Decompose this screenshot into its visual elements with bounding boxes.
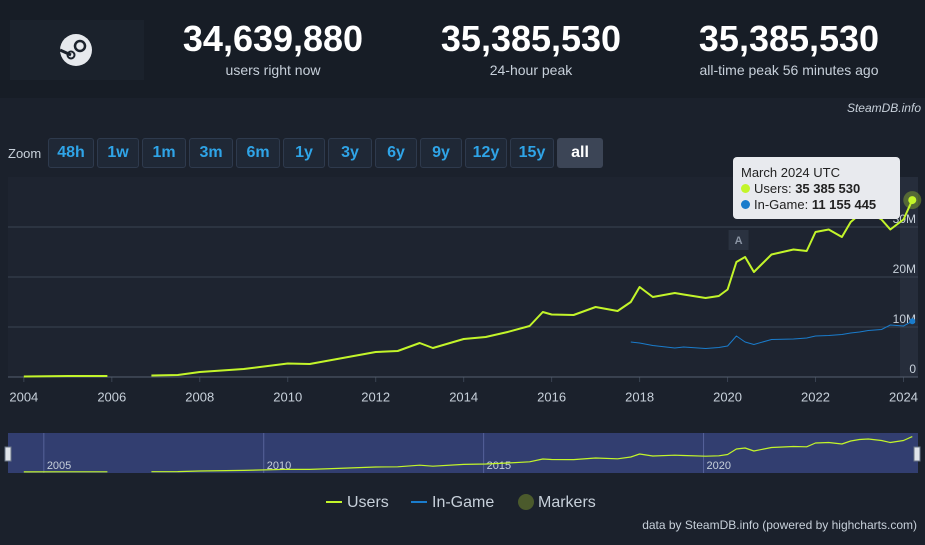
x-tick-label: 2022 (801, 389, 830, 404)
stat-value: 35,385,530 (698, 18, 880, 59)
zoom-button[interactable]: 12y (465, 138, 507, 168)
stat-now: 34,639,880 users right now (158, 18, 388, 78)
header: 34,639,880 users right now 35,385,530 24… (0, 0, 925, 98)
zoom-button[interactable]: 48h (48, 138, 94, 168)
x-tick-label: 2016 (537, 389, 566, 404)
zoom-button[interactable]: 6y (375, 138, 417, 168)
stat-label: users right now (225, 62, 321, 78)
tooltip-value: 11 155 445 (811, 197, 877, 212)
navigator-label: 2015 (487, 460, 511, 472)
x-tick-label: 2018 (625, 389, 654, 404)
navigator-label: 2005 (47, 460, 71, 472)
stat-alltime: 35,385,530 all-time peak 56 minutes ago (674, 18, 904, 78)
navigator-handle (4, 446, 12, 462)
tooltip-title: March 2024 UTC (741, 165, 840, 180)
tooltip: March 2024 UTC Users: 35 385 530 In-Game… (733, 157, 900, 219)
annotation-box (728, 230, 749, 250)
x-tick-label: 2024 (889, 389, 918, 404)
zoom-button[interactable]: 1w (97, 138, 139, 168)
navigator-handle (913, 446, 921, 462)
zoom-button[interactable]: 1y (283, 138, 325, 168)
annotation-label: A (735, 235, 743, 247)
tooltip-label: In-Game: (754, 197, 809, 212)
x-tick-label: 2020 (713, 389, 742, 404)
hover-point (908, 196, 917, 205)
stat-value: 34,639,880 (182, 18, 364, 59)
stat-24h: 35,385,530 24-hour peak (416, 18, 646, 78)
x-tick-label: 2006 (97, 389, 126, 404)
y-tick-label: 20M (893, 262, 916, 276)
legend-label: In-Game (432, 494, 494, 511)
logo-icon (59, 34, 92, 66)
zoom-button[interactable]: 15y (510, 138, 554, 168)
x-tick-label: 2004 (9, 389, 38, 404)
hover-point (909, 318, 916, 325)
tooltip-label: Users: (754, 181, 792, 196)
x-tick-label: 2010 (273, 389, 302, 404)
stat-label: all-time peak 56 minutes ago (699, 62, 879, 78)
y-tick-label: 0 (909, 362, 916, 376)
series-line (23, 199, 914, 378)
zoom-button[interactable]: all (557, 138, 603, 168)
navigator-line (23, 436, 913, 473)
legend-label: Markers (538, 494, 596, 511)
zoom-button[interactable]: 1m (142, 138, 186, 168)
x-tick-label: 2014 (449, 389, 478, 404)
zoom-button[interactable]: 3y (328, 138, 372, 168)
legend-label: Users (347, 494, 389, 511)
zoom-button[interactable]: 9y (420, 138, 462, 168)
zoom-button[interactable]: 6m (236, 138, 280, 168)
tooltip-dot (741, 184, 750, 193)
x-tick-label: 2008 (185, 389, 214, 404)
navigator-label: 2020 (707, 460, 731, 472)
stat-value: 35,385,530 (440, 18, 622, 59)
brand: SteamDB.info (846, 101, 921, 115)
tooltip-value: 35 385 530 (795, 181, 861, 196)
legend-marker (518, 494, 534, 510)
tooltip-row: Users: 35 385 530 (741, 181, 900, 197)
zoom-button[interactable]: 3m (189, 138, 233, 168)
series-line (630, 320, 913, 349)
steam-logo (10, 20, 144, 80)
tooltip-dot (741, 200, 750, 209)
navigator-selection (8, 433, 918, 473)
credit: data by SteamDB.info (powered by highcha… (642, 518, 917, 532)
zoom-label: Zoom (8, 146, 42, 161)
stat-label: 24-hour peak (489, 62, 573, 78)
x-tick-label: 2012 (361, 389, 390, 404)
tooltip-row: In-Game: 11 155 445 (741, 197, 900, 213)
